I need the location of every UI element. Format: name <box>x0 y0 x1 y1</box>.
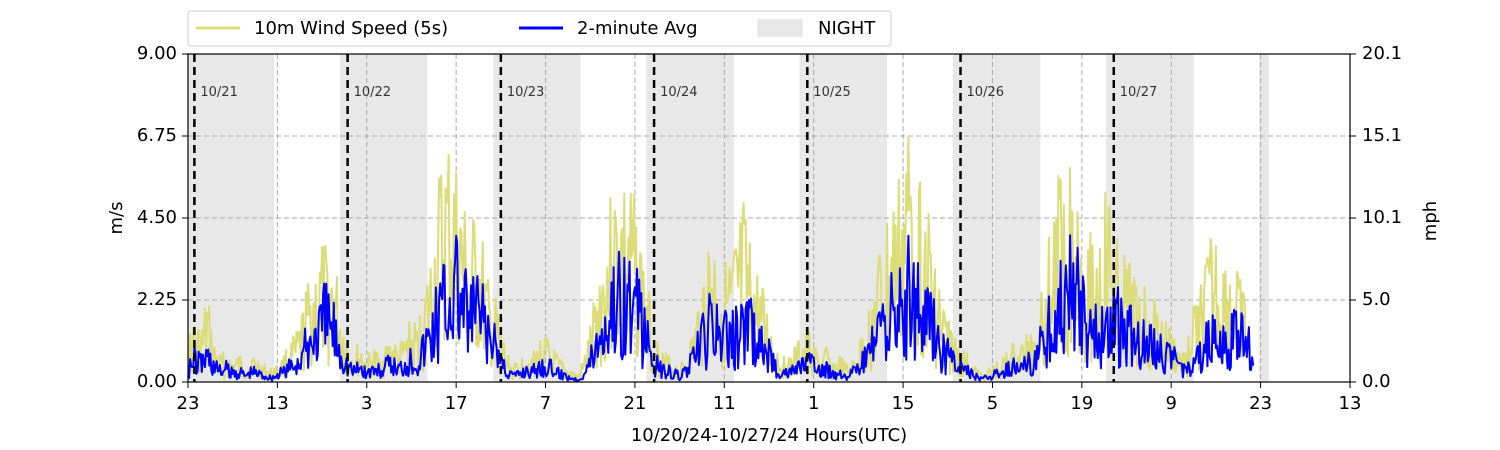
y-tick-label-right: 20.1 <box>1362 43 1402 64</box>
x-tick-label: 15 <box>892 393 915 414</box>
day-boundary-label: 10/27 <box>1120 85 1157 100</box>
y-axis-right-title: mph <box>1420 201 1441 241</box>
x-tick-label: 17 <box>445 393 468 414</box>
day-boundary-label: 10/26 <box>967 85 1004 100</box>
y-tick-label-right: 0.0 <box>1362 371 1391 392</box>
y-tick-label-left: 4.50 <box>137 207 177 228</box>
series-line-2min-avg <box>187 234 1255 382</box>
tick-group: 0.00 2.25 4.50 6.75 9.00 0.0 5.0 10.1 15.1 20.1 23… <box>137 43 1402 414</box>
legend-label-raw: 10m Wind Speed (5s) <box>254 18 448 39</box>
day-boundary-label: 10/23 <box>507 85 544 100</box>
x-tick-label: 13 <box>1339 393 1362 414</box>
legend-swatch-night <box>757 19 803 37</box>
day-boundary-label: 10/22 <box>354 85 391 100</box>
day-boundary-label: 10/21 <box>200 85 237 100</box>
day-boundary-label: 10/25 <box>813 85 850 100</box>
x-tick-label: 9 <box>1166 393 1177 414</box>
x-tick-label: 19 <box>1070 393 1093 414</box>
x-tick-label: 1 <box>808 393 819 414</box>
legend-label-night: NIGHT <box>818 18 876 39</box>
x-tick-label: 23 <box>1249 393 1272 414</box>
x-tick-label: 21 <box>623 393 646 414</box>
series-group <box>187 136 1255 382</box>
legend: 10m Wind Speed (5s) 2-minute Avg NIGHT <box>187 10 892 47</box>
x-tick-label: 11 <box>713 393 736 414</box>
day-boundary-group: 10/21 10/22 10/23 10/24 10/25 10/26 10/27 <box>193 54 1157 382</box>
x-axis-title: 10/20/24-10/27/24 Hours(UTC) <box>631 425 907 446</box>
x-tick-label: 5 <box>987 393 998 414</box>
y-tick-label-left: 2.25 <box>137 289 177 310</box>
y-axis-left-title: m/s <box>106 202 127 235</box>
y-tick-label-left: 0.00 <box>137 371 177 392</box>
y-tick-label-left: 6.75 <box>137 125 177 146</box>
grid-group <box>188 54 1350 382</box>
legend-label-avg: 2-minute Avg <box>577 18 698 39</box>
day-boundary-label: 10/24 <box>660 85 697 100</box>
x-tick-label: 13 <box>266 393 289 414</box>
x-tick-label: 7 <box>540 393 551 414</box>
y-tick-label-left: 9.00 <box>137 43 177 64</box>
y-tick-label-right: 5.0 <box>1362 289 1391 310</box>
y-tick-label-right: 10.1 <box>1362 207 1402 228</box>
x-tick-label: 3 <box>361 393 372 414</box>
x-tick-label: 23 <box>177 393 200 414</box>
y-tick-label-right: 15.1 <box>1362 125 1402 146</box>
